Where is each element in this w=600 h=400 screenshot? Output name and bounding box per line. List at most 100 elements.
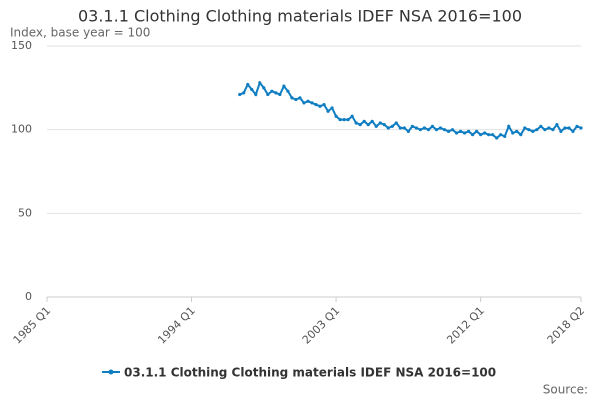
point [567,126,571,130]
point [262,86,266,90]
point [282,84,286,88]
point [515,129,519,133]
point [402,126,406,130]
point [555,123,559,127]
point [475,129,479,133]
point [266,92,270,97]
point [362,119,366,123]
point [358,123,362,127]
point [519,133,523,137]
point [483,131,487,135]
point [531,129,535,133]
point [539,124,543,128]
point [290,96,294,100]
y-tick-label: 100 [11,123,32,136]
point [342,118,346,122]
point [491,133,495,137]
point [298,96,302,100]
point [414,126,418,130]
point [523,126,527,130]
point [350,114,354,118]
point [462,131,467,135]
point [495,136,499,140]
point [563,126,567,130]
point [458,129,463,133]
x-tick-label: 2018 Q2 [545,304,588,347]
point [274,91,278,95]
point [543,128,547,132]
point [547,126,551,130]
point [286,89,290,93]
y-tick-label: 50 [18,206,32,219]
chart-subtitle: Index, base year = 100 [10,26,150,40]
y-tick-label: 150 [11,39,32,52]
point [450,128,455,132]
source: Source: [543,383,588,397]
point [250,87,254,92]
point [254,92,258,97]
x-tick-label: 1985 Q1 [11,304,54,347]
point [246,82,250,87]
point [426,128,431,132]
point [507,124,511,128]
chart-title: 03.1.1 Clothing Clothing materials IDEF … [78,7,522,26]
point [270,89,274,93]
point [294,97,298,102]
legend-marker [108,369,114,375]
point [470,133,475,137]
point [394,121,398,125]
point [346,118,350,122]
point [499,133,503,137]
point [418,128,422,132]
point [382,123,386,127]
point [334,114,338,118]
x-tick-label: 2012 Q1 [444,304,487,347]
point [579,126,583,130]
point [434,128,439,132]
y-tick-label: 0 [25,290,32,303]
point [314,102,318,107]
point [258,81,262,85]
x-tick-label: 1994 Q1 [155,304,198,347]
point [559,129,563,133]
point [386,126,390,130]
point [422,126,427,130]
point [390,124,394,128]
point [535,128,539,132]
point [406,129,410,133]
point [322,102,326,107]
point [398,126,402,130]
point [370,119,374,123]
point [479,133,483,137]
point [511,131,515,135]
x-tick-label: 2003 Q1 [300,304,343,347]
point [575,124,579,128]
point [338,118,342,122]
point [366,123,370,127]
point [306,99,310,103]
point [446,129,451,133]
point [438,126,443,130]
point [354,121,358,125]
point [378,121,382,125]
point [326,109,330,113]
point [278,92,282,97]
point [503,134,507,138]
point [410,124,414,128]
legend-label: 03.1.1 Clothing Clothing materials IDEF … [124,366,496,380]
point [527,128,531,132]
point [374,124,378,128]
point [442,128,447,132]
point [242,91,246,95]
point [430,124,435,128]
point [571,129,575,133]
point [454,131,459,135]
point [318,104,322,108]
point [466,129,471,133]
point [238,92,242,97]
point [310,101,314,105]
point [551,128,555,132]
point [487,133,491,137]
point [302,101,306,105]
